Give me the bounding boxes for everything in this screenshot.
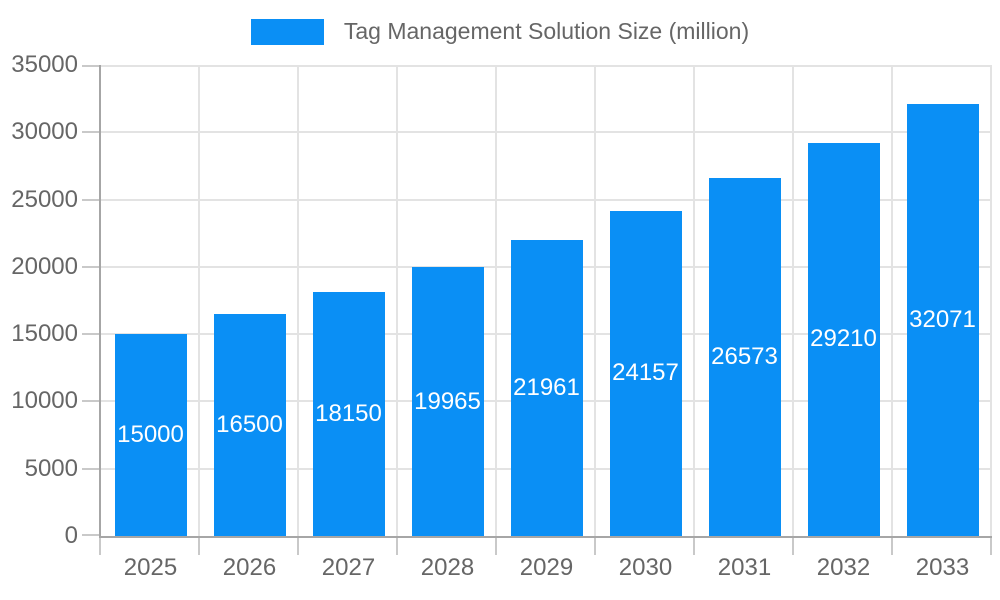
- gridline-horizontal: [101, 198, 992, 201]
- gridline-horizontal: [101, 131, 992, 134]
- legend-item[interactable]: Tag Management Solution Size (million): [250, 18, 750, 45]
- x-tick-label: 2031: [717, 554, 772, 581]
- y-tick-label: 25000: [11, 185, 78, 213]
- y-axis-tick-mark: [82, 400, 99, 403]
- y-tick-label: 10000: [11, 387, 78, 415]
- bar-2030: 24157: [609, 210, 682, 536]
- y-axis-tick-mark: [82, 534, 99, 536]
- bar-value-label: 29210: [810, 325, 877, 353]
- y-tick-label: 30000: [11, 118, 78, 146]
- x-tick-label: 2025: [123, 554, 178, 581]
- legend-label: Tag Management Solution Size (million): [343, 18, 750, 44]
- x-tick-label: 2026: [222, 554, 277, 581]
- bar-value-label: 19965: [414, 387, 481, 415]
- gridline-vertical: [594, 65, 596, 536]
- y-axis-tick-mark: [82, 198, 99, 201]
- x-axis-tick-mark: [594, 538, 596, 555]
- x-axis-tick-mark: [990, 538, 992, 555]
- bar-value-label: 18150: [315, 399, 382, 427]
- gridline-vertical: [198, 65, 200, 536]
- gridline-vertical: [990, 65, 992, 536]
- x-axis-tick-mark: [891, 538, 893, 555]
- y-tick-label: 5000: [24, 454, 78, 482]
- bar-2027: 18150: [312, 291, 385, 536]
- bar-value-label: 24157: [612, 359, 679, 387]
- x-tick-label: 2032: [816, 554, 871, 581]
- bar-2026: 16500: [213, 313, 286, 536]
- bar-2028: 19965: [411, 267, 484, 536]
- gridline-horizontal: [101, 65, 992, 67]
- y-axis-tick-mark: [82, 265, 99, 268]
- bar-2031: 26573: [708, 178, 781, 536]
- gridline-vertical: [297, 65, 299, 536]
- legend-swatch: [250, 18, 324, 45]
- plot-area: 0 5000 10000 15000 20000 25000 30000 35000 2025 1…: [11, 53, 992, 580]
- y-tick-label: 20000: [11, 252, 78, 280]
- bar-value-label: 21961: [513, 374, 580, 402]
- y-tick-label: 15000: [11, 320, 78, 348]
- x-tick-label: 2029: [519, 554, 574, 581]
- x-axis-tick-mark: [99, 538, 101, 555]
- bar-2033: 32071: [906, 104, 979, 536]
- gridline-vertical: [495, 65, 497, 536]
- x-axis-tick-mark: [495, 538, 497, 555]
- x-tick-label: 2030: [618, 554, 673, 581]
- bar-2032: 29210: [807, 142, 880, 536]
- x-axis-tick-mark: [792, 538, 794, 555]
- y-tick-label: 0: [64, 522, 78, 549]
- x-axis-tick-mark: [297, 538, 299, 555]
- x-axis-tick-mark: [396, 538, 398, 555]
- gridline-vertical: [891, 65, 893, 536]
- y-axis-tick-mark: [82, 65, 99, 67]
- y-axis-tick-mark: [82, 333, 99, 336]
- x-tick-label: 2033: [915, 554, 970, 581]
- x-axis-tick-mark: [198, 538, 200, 555]
- gridline-vertical: [693, 65, 695, 536]
- x-axis-tick-mark: [693, 538, 695, 555]
- bar-value-label: 26573: [711, 343, 778, 371]
- y-axis-tick-mark: [82, 467, 99, 470]
- bar-2025: 15000: [114, 334, 187, 536]
- gridline-vertical: [396, 65, 398, 536]
- chart-legend: Tag Management Solution Size (million): [0, 18, 1000, 45]
- bar-2029: 21961: [510, 240, 583, 536]
- x-tick-label: 2028: [420, 554, 475, 581]
- bar-value-label: 15000: [117, 421, 184, 449]
- bar-value-label: 16500: [216, 410, 283, 438]
- y-tick-label: 35000: [11, 51, 78, 78]
- bar-value-label: 32071: [909, 306, 976, 334]
- x-tick-label: 2027: [321, 554, 376, 581]
- y-axis-tick-mark: [82, 131, 99, 134]
- gridline-vertical: [792, 65, 794, 536]
